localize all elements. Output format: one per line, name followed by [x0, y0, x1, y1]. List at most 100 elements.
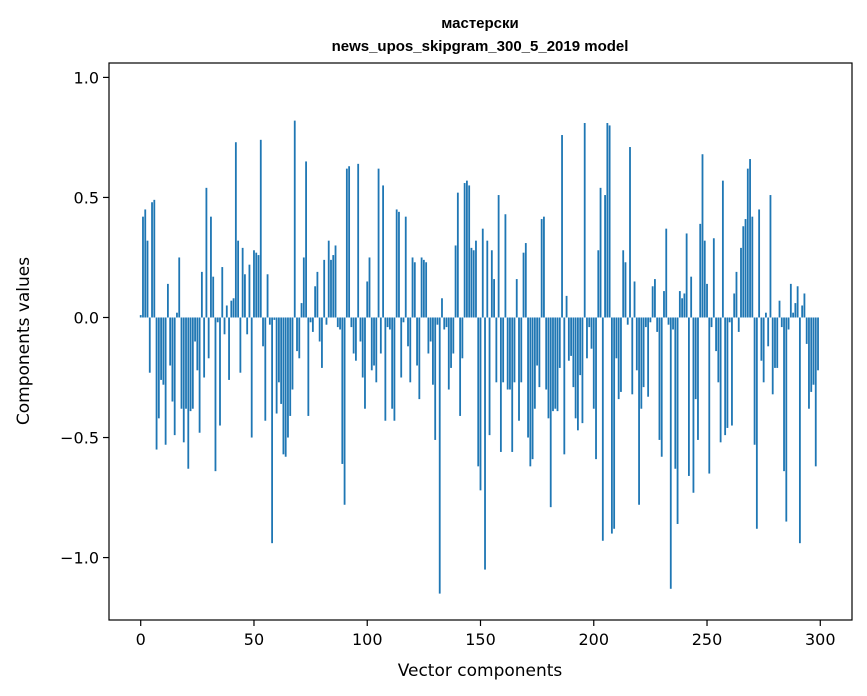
- bar-23: [191, 317, 194, 409]
- bar-289: [794, 303, 797, 318]
- bar-0: [139, 315, 142, 318]
- y-tick-label: −0.5: [60, 429, 99, 448]
- bar-32: [212, 276, 215, 318]
- bar-272: [755, 317, 758, 529]
- bar-264: [737, 317, 740, 332]
- bar-80: [321, 317, 323, 368]
- bar-28: [203, 317, 206, 378]
- bar-126: [425, 262, 428, 318]
- bar-39: [228, 317, 230, 380]
- bar-270: [751, 216, 754, 318]
- bar-10: [162, 317, 165, 385]
- bar-110: [388, 317, 391, 330]
- bar-249: [703, 240, 706, 318]
- bar-62: [280, 317, 283, 404]
- bar-222: [642, 317, 645, 388]
- bar-167: [518, 317, 520, 421]
- bar-227: [654, 279, 656, 318]
- bar-257: [721, 180, 724, 318]
- bar-254: [715, 317, 717, 352]
- bar-141: [459, 317, 462, 416]
- y-axis-ticks: −1.0 −0.5 0.0 0.5 1.0: [60, 68, 109, 568]
- bar-100: [366, 281, 369, 318]
- bar-213: [622, 250, 625, 318]
- bar-181: [549, 317, 552, 508]
- bar-113: [395, 209, 398, 318]
- bar-134: [443, 317, 446, 330]
- bar-285: [785, 317, 788, 522]
- bar-158: [497, 195, 500, 318]
- x-tick-label: 300: [805, 630, 836, 649]
- bar-235: [672, 317, 674, 330]
- bar-224: [647, 317, 650, 397]
- bar-124: [420, 257, 423, 318]
- bar-34: [216, 317, 219, 323]
- bar-232: [665, 228, 668, 318]
- bar-239: [681, 298, 684, 318]
- bar-216: [629, 147, 631, 318]
- bar-193: [577, 317, 579, 431]
- bar-268: [746, 168, 749, 318]
- bar-275: [762, 317, 765, 383]
- bar-86: [334, 245, 337, 318]
- bar-211: [617, 317, 620, 400]
- bar-127: [427, 317, 430, 354]
- bar-221: [640, 317, 643, 409]
- bar-36: [221, 267, 224, 318]
- bar-153: [486, 240, 489, 318]
- bar-287: [789, 283, 792, 318]
- bar-122: [416, 317, 418, 366]
- bar-138: [452, 317, 455, 354]
- bar-286: [787, 317, 790, 330]
- bar-238: [678, 291, 681, 318]
- bar-241: [685, 233, 688, 318]
- bar-121: [413, 262, 416, 318]
- bar-58: [271, 317, 273, 544]
- bar-240: [683, 293, 686, 318]
- bar-233: [667, 317, 670, 325]
- bar-18: [180, 317, 183, 409]
- bar-207: [608, 125, 611, 318]
- bar-220: [638, 317, 640, 505]
- bar-255: [717, 317, 720, 383]
- bar-273: [758, 209, 761, 318]
- bar-290: [796, 286, 799, 318]
- bar-27: [200, 271, 203, 318]
- bar-69: [296, 317, 298, 352]
- bar-7: [155, 317, 158, 450]
- bar-35: [219, 317, 221, 426]
- bar-282: [778, 300, 781, 318]
- bar-30: [207, 317, 210, 359]
- bar-234: [669, 317, 672, 589]
- bar-183: [554, 317, 557, 409]
- bar-88: [339, 317, 341, 330]
- bar-152: [484, 317, 486, 570]
- bar-274: [760, 317, 763, 361]
- bar-9: [160, 317, 162, 380]
- bar-169: [522, 252, 525, 318]
- bar-160: [502, 317, 505, 383]
- bar-118: [407, 317, 409, 347]
- bar-3: [146, 240, 149, 318]
- bar-210: [615, 317, 618, 359]
- bar-129: [432, 317, 434, 385]
- bar-97: [359, 317, 362, 342]
- bar-137: [450, 317, 452, 368]
- bar-263: [735, 271, 738, 318]
- bar-168: [520, 317, 523, 383]
- bar-120: [411, 257, 414, 318]
- bar-246: [697, 317, 699, 440]
- bar-161: [504, 214, 507, 318]
- bar-226: [651, 286, 654, 318]
- x-axis-ticks: 0 50 100 150 200 250 300: [136, 620, 836, 649]
- bars-group: [139, 120, 819, 594]
- bar-248: [701, 154, 704, 318]
- bar-54: [262, 317, 264, 347]
- bar-66: [289, 317, 292, 416]
- bar-298: [814, 317, 817, 467]
- bar-178: [543, 216, 545, 318]
- bar-119: [409, 317, 412, 383]
- bar-269: [749, 159, 751, 318]
- bar-67: [291, 317, 294, 390]
- bar-99: [364, 317, 366, 409]
